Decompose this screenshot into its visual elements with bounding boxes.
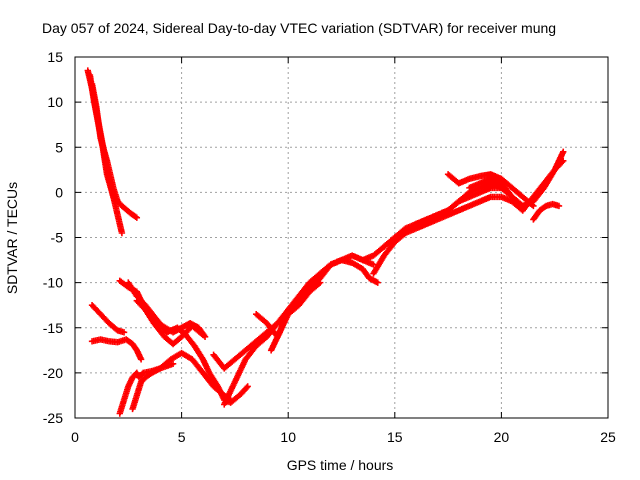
y-tick-label: -25 (43, 410, 63, 426)
data-point (555, 202, 563, 210)
data-point (132, 213, 139, 220)
grid-lines (75, 57, 608, 418)
x-tick-label: 15 (387, 429, 403, 445)
y-tick-label: 0 (55, 184, 63, 200)
data-point (244, 383, 251, 390)
data-point (114, 198, 121, 205)
data-point (558, 158, 566, 166)
x-tick-label: 10 (280, 429, 296, 445)
chart-title: Day 057 of 2024, Sidereal Day-to-day VTE… (42, 20, 556, 36)
y-tick-label: -5 (51, 230, 64, 246)
data-points (84, 67, 567, 417)
axis-ticks: 0 5 10 15 20 25 15 10 5 0 -5 -10 -15 -20 -25 (43, 49, 616, 445)
data-point (201, 333, 209, 340)
data-point (137, 356, 145, 363)
y-tick-label: -10 (43, 275, 63, 291)
data-point (243, 384, 250, 391)
data-point (120, 329, 128, 336)
y-tick-label: 5 (55, 139, 63, 155)
data-point (118, 229, 126, 237)
data-point (133, 214, 141, 221)
data-series-17 (380, 180, 526, 250)
y-axis-title: SDTVAR / TECUs (4, 182, 20, 294)
data-series-14 (267, 256, 381, 354)
data-point (169, 360, 177, 368)
x-axis-title: GPS time / hours (287, 457, 394, 473)
y-tick-label: -20 (43, 365, 63, 381)
data-series-3 (88, 80, 121, 205)
x-tick-label: 20 (494, 429, 510, 445)
x-tick-label: 5 (178, 429, 186, 445)
data-series-20 (519, 157, 567, 214)
x-tick-label: 0 (71, 429, 79, 445)
y-tick-label: 15 (47, 49, 63, 65)
data-point (560, 148, 567, 155)
data-point (374, 279, 381, 286)
data-series-6 (116, 360, 177, 417)
y-tick-label: 10 (47, 94, 63, 110)
data-series-4 (88, 301, 128, 336)
data-point (200, 332, 208, 339)
data-series-5 (88, 336, 145, 363)
data-series-21 (530, 200, 563, 223)
data-series-10 (133, 297, 209, 340)
x-tick-label: 25 (600, 429, 616, 445)
y-tick-label: -15 (43, 320, 63, 336)
data-point (560, 157, 567, 164)
